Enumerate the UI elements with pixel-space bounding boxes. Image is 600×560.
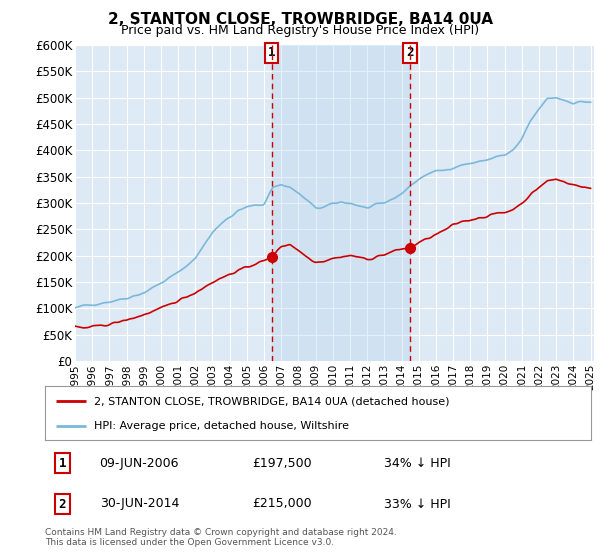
Text: 34% ↓ HPI: 34% ↓ HPI: [383, 457, 450, 470]
Text: 33% ↓ HPI: 33% ↓ HPI: [383, 497, 450, 511]
Text: £215,000: £215,000: [253, 497, 312, 511]
Text: 09-JUN-2006: 09-JUN-2006: [100, 457, 179, 470]
Text: 2, STANTON CLOSE, TROWBRIDGE, BA14 0UA (detached house): 2, STANTON CLOSE, TROWBRIDGE, BA14 0UA (…: [94, 396, 449, 407]
Text: 30-JUN-2014: 30-JUN-2014: [100, 497, 179, 511]
Text: 2: 2: [59, 497, 66, 511]
Bar: [272, 45, 410, 361]
Text: 1: 1: [268, 46, 275, 59]
Text: 2: 2: [406, 46, 414, 59]
Text: 1: 1: [59, 457, 66, 470]
Text: HPI: Average price, detached house, Wiltshire: HPI: Average price, detached house, Wilt…: [94, 421, 349, 431]
Text: Price paid vs. HM Land Registry's House Price Index (HPI): Price paid vs. HM Land Registry's House …: [121, 24, 479, 36]
Text: Contains HM Land Registry data © Crown copyright and database right 2024.
This d: Contains HM Land Registry data © Crown c…: [45, 528, 397, 547]
Text: 2, STANTON CLOSE, TROWBRIDGE, BA14 0UA: 2, STANTON CLOSE, TROWBRIDGE, BA14 0UA: [107, 12, 493, 27]
Text: £197,500: £197,500: [253, 457, 312, 470]
